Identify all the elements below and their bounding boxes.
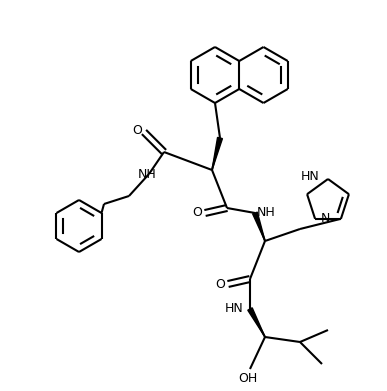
Polygon shape [212, 137, 223, 170]
Text: N: N [320, 212, 330, 225]
Polygon shape [248, 308, 265, 337]
Text: HN: HN [301, 170, 319, 183]
Text: O: O [132, 124, 142, 136]
Text: NH: NH [257, 206, 276, 219]
Text: HN: HN [224, 303, 243, 316]
Text: NH: NH [138, 169, 156, 181]
Text: O: O [215, 278, 225, 291]
Text: O: O [192, 206, 202, 219]
Polygon shape [253, 212, 265, 241]
Text: OH: OH [238, 373, 258, 386]
